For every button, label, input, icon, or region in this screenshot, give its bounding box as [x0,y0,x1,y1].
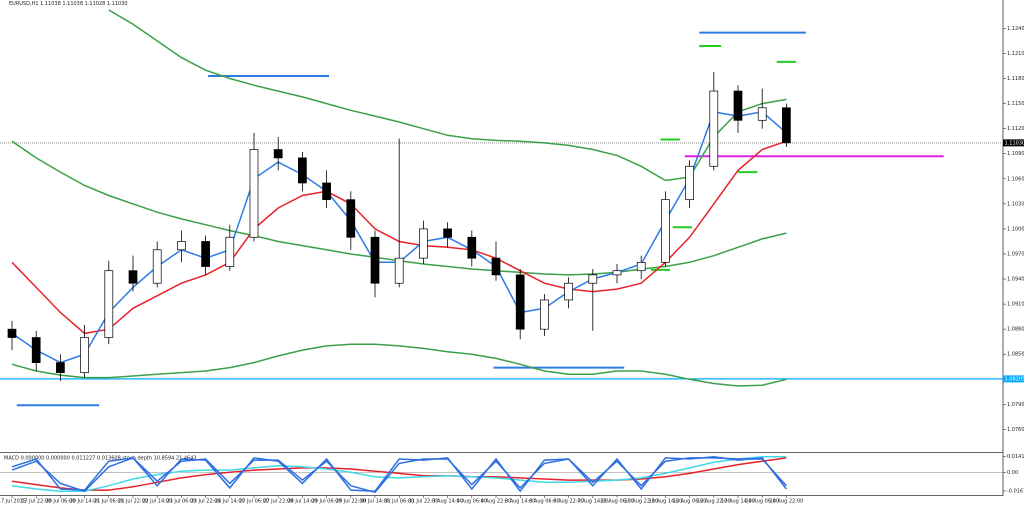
x-tick-label: 23 Jul 06:00 [166,499,196,505]
x-tick-label: 23 Jul 22:00 [191,499,221,505]
candle-body [515,274,525,330]
candle-body [152,249,162,284]
candle-body [661,199,670,263]
x-tick-label: 21 Jul 06:00 [94,499,124,505]
candle-body [322,182,331,201]
candle-body [782,107,791,144]
indicator-title: MACD 0.000000 0.000000 0.011227 0.013608… [4,456,197,462]
x-tick-label: 28 Jul 14:00 [287,499,317,505]
candle-body [394,257,404,284]
y-tick-label: 1.12100 [1007,51,1024,57]
x-tick-label: 13 Aug 14:00 [721,499,755,505]
candle-body [370,236,380,284]
indicator-line [11,456,787,492]
y-tick-label: 1.10600 [1007,176,1024,182]
x-tick-label: 7 Aug 14:00 [578,499,609,505]
candle-body [588,274,598,284]
x-tick-label: 21 Jul 22:00 [118,499,148,505]
x-tick-label: 14 Aug 06:00 [745,499,779,505]
y-tick-label: 1.08800 [1007,327,1024,333]
x-tick-label: 17 Jul 22:00 [21,499,51,505]
x-tick-label: 31 Jul 22:00 [408,499,438,505]
candle-body [7,328,17,338]
y-tick-label: 1.09400 [1007,277,1024,283]
candle-body [346,199,356,238]
x-tick-label: 3 Aug 14:00 [432,499,463,505]
indicator-line [11,343,787,387]
candle-body [104,270,114,338]
y-tick-label: 1.09100 [1007,302,1024,308]
y-tick-label: 1.07900 [1007,402,1024,408]
x-tick-label: 27 Jul 06:00 [239,499,269,505]
indicator-line [11,457,787,491]
x-tick-label: 27 Jul 22:00 [263,499,293,505]
x-tick-label: 14 Aug 22:00 [770,499,804,505]
x-tick-label: 10 Aug 06:00 [600,499,634,505]
price-label: 1.08205 [1005,376,1024,382]
candle-body [564,282,573,301]
price-label-box [1003,375,1024,383]
x-tick-label: 4 Aug 22:00 [481,499,512,505]
candle-body [419,228,428,259]
x-tick-label: 20 Jul 14:00 [70,499,100,505]
y-tick-label: 1.10900 [1007,151,1024,157]
x-tick-label: 6 Aug 06:00 [529,499,560,505]
x-tick-label: 24 Jul 14:00 [215,499,245,505]
candle-body [709,90,719,167]
candle-body [177,241,186,251]
candle-body [443,228,452,238]
candle-body [56,362,65,373]
x-tick-label: 29 Jul 06:00 [312,499,342,505]
y-tick-label: 1.11500 [1007,101,1024,107]
candle-body [636,261,646,272]
price-label: 1.11030 [1005,140,1024,146]
candle-body [201,241,210,267]
candle-body [249,149,259,238]
x-tick-label: 20 Jul 06:00 [45,499,75,505]
x-tick-label: 29 Jul 22:00 [336,499,366,505]
x-tick-label: 30 Jul 14:00 [360,499,390,505]
candle-body [612,270,622,276]
candle-body [80,337,89,373]
candle-body [273,149,283,159]
y-tick-label: 1.09700 [1007,251,1024,257]
candle-body [540,299,549,330]
candle-body [491,257,501,276]
x-tick-label: 12 Aug 22:00 [697,499,731,505]
y-tick-label: 1.10000 [1007,226,1024,232]
y-tick-label: 1.08500 [1007,352,1024,358]
x-tick-label: 6 Aug 22:00 [553,499,584,505]
candle-body [298,157,307,184]
candle-body [733,90,743,121]
price-label-box [1003,139,1024,147]
x-tick-label: 4 Aug 06:00 [457,499,488,505]
y-tick-label: 1.07600 [1007,427,1024,433]
x-tick-label: 12 Aug 06:00 [673,499,707,505]
candle-body [128,270,138,284]
x-tick-label: 31 Jul 06:00 [384,499,414,505]
x-tick-label: 22 Jul 14:00 [142,499,172,505]
x-tick-label: 5 Aug 14:00 [505,499,536,505]
x-tick-label: 17 Jul 2015 [0,499,26,505]
candle-body [31,337,41,363]
y-tick-label: 1.12400 [1007,26,1024,32]
y-tick-label: 0.00 [1007,470,1018,476]
candle-body [467,236,477,259]
indicator-line [108,9,787,182]
candle-body [757,107,767,121]
y-tick-label: -0.016723 [1007,488,1024,494]
x-tick-label: 11 Aug 14:00 [649,499,683,505]
y-tick-label: 0.014108 [1007,454,1024,460]
candle-body [685,165,694,201]
y-tick-label: 1.11800 [1007,76,1024,82]
y-tick-label: 1.10300 [1007,201,1024,207]
chart-title: EURUSD,H1 1.11038 1.11038 1.11028 1.1103… [9,1,128,7]
x-tick-label: 10 Aug 22:00 [624,499,658,505]
indicator-line [11,456,787,493]
candle-body [225,236,235,267]
y-tick-label: 1.11200 [1007,126,1024,132]
